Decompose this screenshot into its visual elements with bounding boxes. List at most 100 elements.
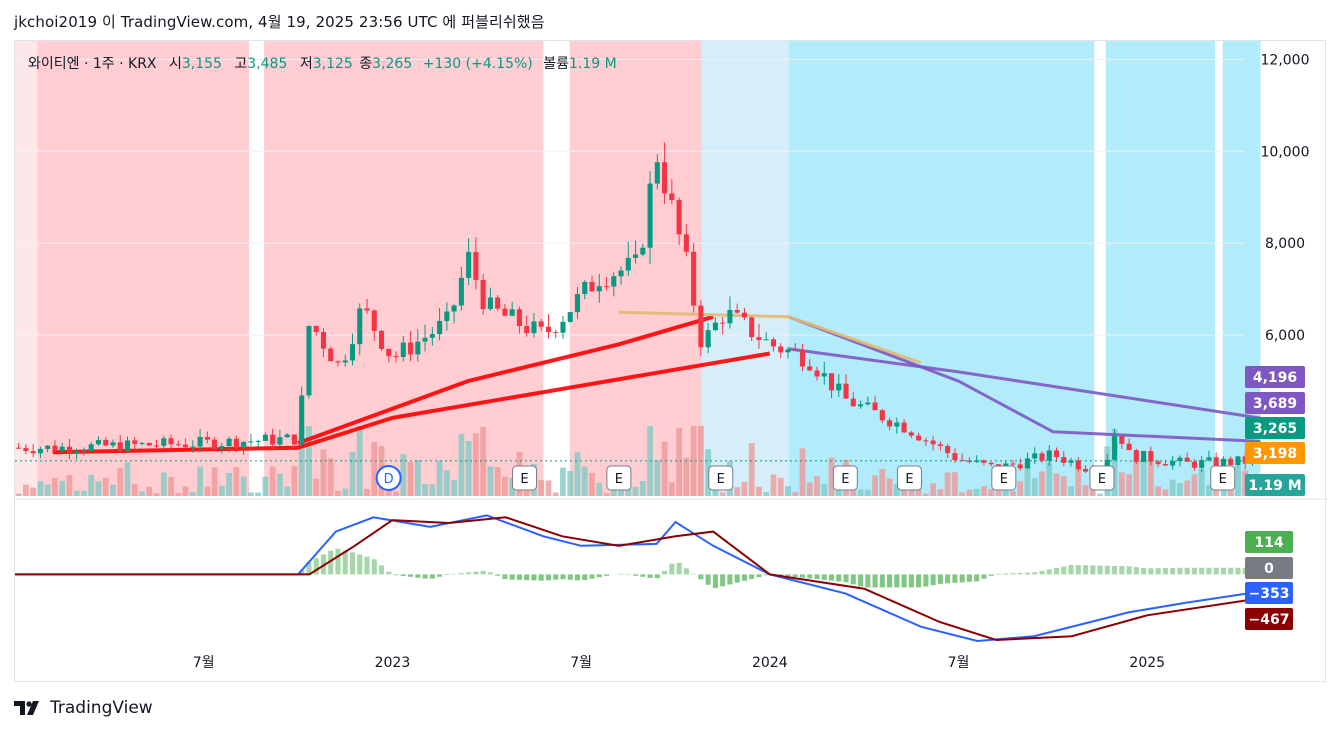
candle-body[interactable] <box>988 462 994 465</box>
candle-body[interactable] <box>1206 457 1212 461</box>
candle-body[interactable] <box>349 344 356 361</box>
candle-body[interactable] <box>277 437 283 445</box>
candle-body[interactable] <box>930 440 936 445</box>
candle-body[interactable] <box>284 434 290 438</box>
candle-body[interactable] <box>654 162 660 184</box>
candle-body[interactable] <box>502 308 508 316</box>
candle-body[interactable] <box>618 270 624 277</box>
candle-body[interactable] <box>88 444 94 451</box>
candle-body[interactable] <box>945 445 951 454</box>
earnings-marker[interactable] <box>708 465 734 491</box>
candle-body[interactable] <box>727 309 733 324</box>
candle-body[interactable] <box>720 322 726 324</box>
candle-body[interactable] <box>364 308 370 311</box>
candle-body[interactable] <box>828 373 835 391</box>
candle-body[interactable] <box>908 432 914 436</box>
candle-body[interactable] <box>204 436 210 440</box>
candle-body[interactable] <box>633 254 639 258</box>
candle-body[interactable] <box>103 439 109 446</box>
earnings-marker[interactable] <box>606 465 632 491</box>
earnings-marker[interactable] <box>832 465 858 491</box>
candle-body[interactable] <box>444 311 450 321</box>
candle-body[interactable] <box>487 297 493 310</box>
candle-body[interactable] <box>1017 464 1023 469</box>
candle-body[interactable] <box>879 410 885 421</box>
candle-body[interactable] <box>1039 453 1045 461</box>
candle-body[interactable] <box>923 440 929 442</box>
candle-body[interactable] <box>589 281 595 292</box>
candle-body[interactable] <box>248 441 254 443</box>
candle-body[interactable] <box>74 451 80 454</box>
candle-body[interactable] <box>1220 458 1226 467</box>
candle-body[interactable] <box>255 440 261 442</box>
candle-body[interactable] <box>1119 436 1125 444</box>
candle-body[interactable] <box>640 247 646 255</box>
candle-body[interactable] <box>662 162 668 194</box>
candle-body[interactable] <box>712 322 718 331</box>
candle-body[interactable] <box>291 434 297 445</box>
candle-body[interactable] <box>81 450 87 452</box>
candle-body[interactable] <box>190 446 196 448</box>
candle-body[interactable] <box>1068 460 1074 463</box>
candle-body[interactable] <box>299 395 305 445</box>
candle-body[interactable] <box>582 281 588 295</box>
candle-body[interactable] <box>320 331 327 349</box>
candle-body[interactable] <box>705 330 711 348</box>
candle-body[interactable] <box>792 349 798 351</box>
candle-body[interactable] <box>836 383 842 391</box>
candle-body[interactable] <box>132 440 138 444</box>
candle-body[interactable] <box>567 312 573 322</box>
candle-body[interactable] <box>328 348 334 362</box>
candle-body[interactable] <box>1075 460 1081 469</box>
candle-body[interactable] <box>553 332 559 334</box>
candle-body[interactable] <box>1148 450 1154 462</box>
chart-frame[interactable]: D E E E E E E E E 114 0 −353 −467 6,000 8,000 10,000 1… <box>14 40 1327 682</box>
candle-body[interactable] <box>400 342 406 357</box>
candle-body[interactable] <box>415 341 421 355</box>
candle-body[interactable] <box>139 442 145 444</box>
candle-body[interactable] <box>262 434 268 441</box>
candle-body[interactable] <box>422 337 428 342</box>
candle-body[interactable] <box>778 346 784 353</box>
candle-body[interactable] <box>560 321 566 333</box>
candle-body[interactable] <box>734 309 740 313</box>
candle-body[interactable] <box>117 442 123 452</box>
candle-body[interactable] <box>342 360 348 363</box>
candle-body[interactable] <box>545 326 552 333</box>
candle-body[interactable] <box>1199 460 1205 468</box>
candle-body[interactable] <box>756 337 762 340</box>
candle-body[interactable] <box>16 447 22 449</box>
candle-body[interactable] <box>52 445 58 452</box>
candle-body[interactable] <box>625 257 631 271</box>
candle-body[interactable] <box>676 199 682 235</box>
candle-body[interactable] <box>574 294 581 313</box>
candle-body[interactable] <box>916 435 922 441</box>
price-axis[interactable]: 6,000 8,000 10,000 12,000 <box>1261 52 1310 344</box>
candle-body[interactable] <box>894 422 900 427</box>
candle-body[interactable] <box>146 442 152 446</box>
candle-body[interactable] <box>872 402 878 411</box>
candle-body[interactable] <box>1112 436 1118 460</box>
candle-body[interactable] <box>270 434 276 445</box>
candle-body[interactable] <box>386 348 392 357</box>
candle-body[interactable] <box>516 309 522 327</box>
candle-body[interactable] <box>23 447 29 452</box>
candle-body[interactable] <box>313 325 319 332</box>
candle-body[interactable] <box>306 325 312 396</box>
candle-body[interactable] <box>241 442 247 449</box>
candle-body[interactable] <box>451 305 457 312</box>
earnings-marker[interactable] <box>1210 465 1236 491</box>
candle-body[interactable] <box>495 297 501 309</box>
candle-body[interactable] <box>212 439 218 450</box>
candle-body[interactable] <box>785 349 791 353</box>
candle-body[interactable] <box>603 286 610 288</box>
candle-body[interactable] <box>473 251 479 280</box>
macd-pane[interactable]: 114 0 −353 −467 <box>15 514 1293 643</box>
candle-body[interactable] <box>378 330 385 349</box>
candle-body[interactable] <box>691 251 697 306</box>
candle-body[interactable] <box>509 309 515 316</box>
candle-body[interactable] <box>1177 457 1183 462</box>
candle-body[interactable] <box>1228 458 1234 466</box>
candle-body[interactable] <box>175 444 181 446</box>
candle-body[interactable] <box>814 370 820 377</box>
